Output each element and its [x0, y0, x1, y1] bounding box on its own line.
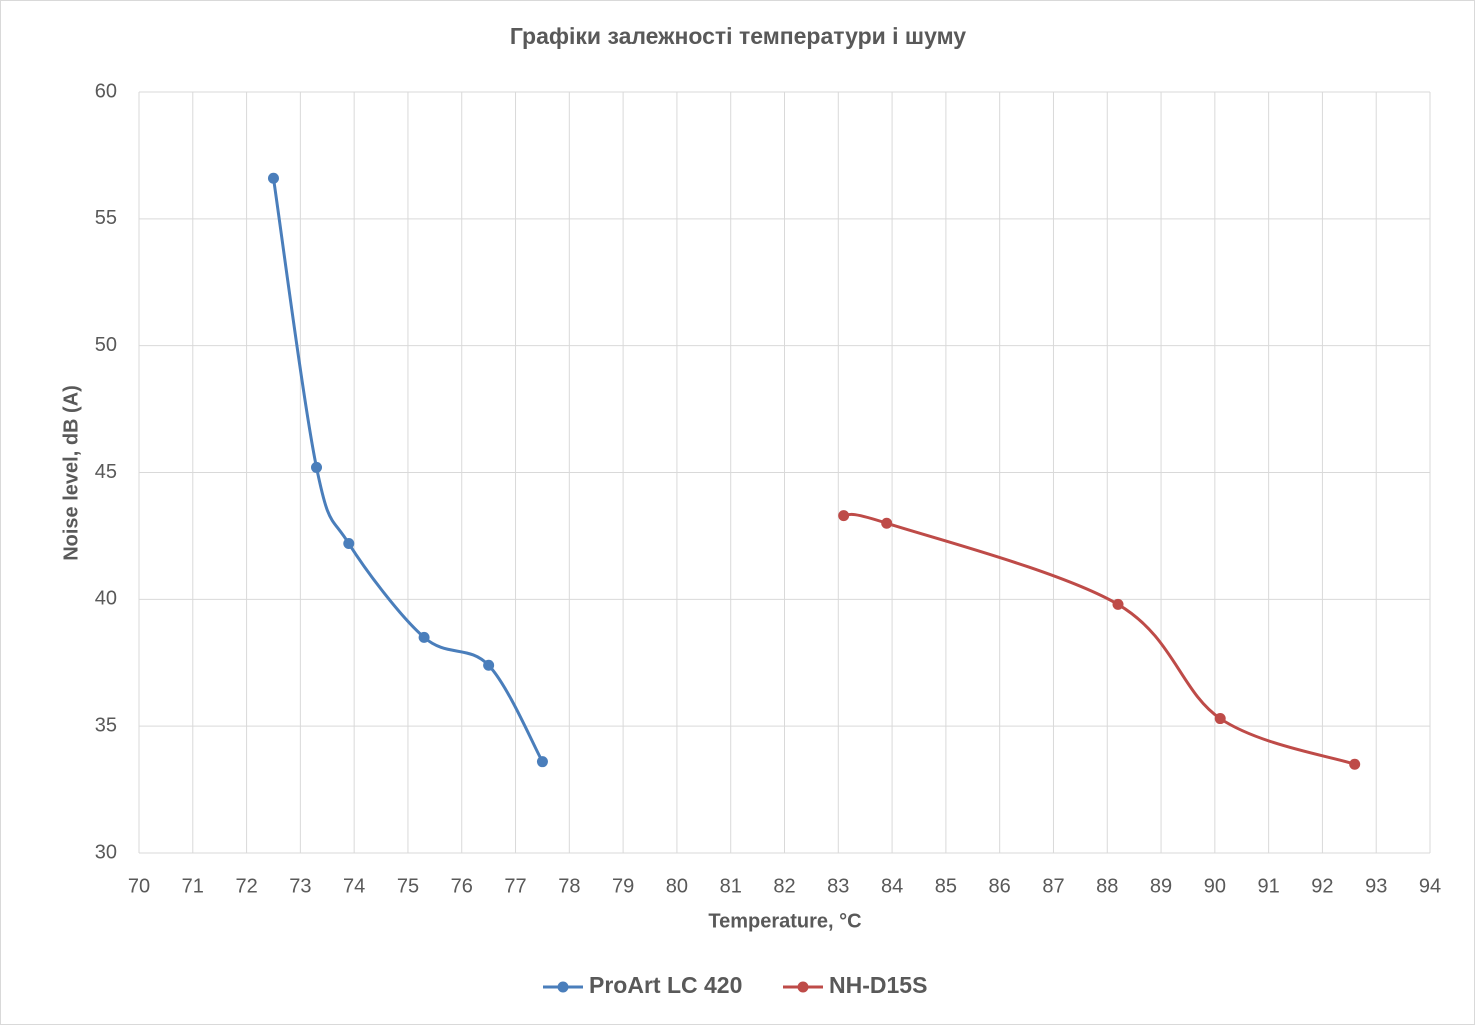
x-tick-label: 81	[720, 875, 742, 897]
x-tick-label: 90	[1204, 875, 1226, 897]
x-tick-label: 80	[666, 875, 688, 897]
x-tick-label: 89	[1150, 875, 1172, 897]
y-tick-label: 45	[95, 461, 117, 483]
x-tick-label: 73	[289, 875, 311, 897]
data-point	[483, 659, 495, 671]
legend-label: ProArt LC 420	[589, 972, 742, 998]
x-tick-label: 75	[397, 875, 419, 897]
x-tick-label: 77	[504, 875, 526, 897]
x-tick-label: 78	[558, 875, 580, 897]
y-tick-label: 60	[95, 80, 117, 102]
data-point	[1349, 758, 1361, 770]
x-axis-label: Temperature, °C	[708, 910, 861, 932]
x-tick-label: 84	[881, 875, 903, 897]
chart-title: Графіки залежності температури і шуму	[510, 23, 966, 49]
data-point	[1214, 713, 1226, 725]
y-tick-label: 35	[95, 714, 117, 736]
x-tick-label: 92	[1311, 875, 1333, 897]
x-tick-label: 82	[773, 875, 795, 897]
x-tick-label: 88	[1096, 875, 1118, 897]
x-tick-label: 87	[1042, 875, 1064, 897]
x-tick-label: 91	[1258, 875, 1280, 897]
x-tick-label: 93	[1365, 875, 1387, 897]
x-tick-label: 71	[182, 875, 204, 897]
x-tick-label: 72	[235, 875, 257, 897]
y-tick-label: 55	[95, 207, 117, 229]
x-tick-label: 79	[612, 875, 634, 897]
y-axis-label: Noise level, dB (A)	[60, 385, 82, 561]
x-tick-label: 86	[989, 875, 1011, 897]
data-point	[267, 172, 279, 184]
x-tick-label: 76	[451, 875, 473, 897]
x-tick-label: 85	[935, 875, 957, 897]
y-tick-label: 40	[95, 588, 117, 610]
legend-marker	[557, 981, 569, 993]
x-tick-label: 94	[1419, 875, 1441, 897]
data-point	[311, 461, 323, 473]
x-tick-label: 70	[128, 875, 150, 897]
x-tick-label: 83	[827, 875, 849, 897]
data-point	[838, 510, 850, 522]
data-point	[343, 538, 355, 550]
data-point	[1112, 598, 1124, 610]
legend-marker	[797, 981, 809, 993]
legend-label: NH-D15S	[829, 972, 927, 998]
data-point	[536, 756, 548, 768]
y-tick-label: 50	[95, 334, 117, 356]
data-point	[418, 631, 430, 643]
data-point	[881, 517, 893, 529]
y-tick-label: 30	[95, 841, 117, 863]
x-tick-label: 74	[343, 875, 365, 897]
